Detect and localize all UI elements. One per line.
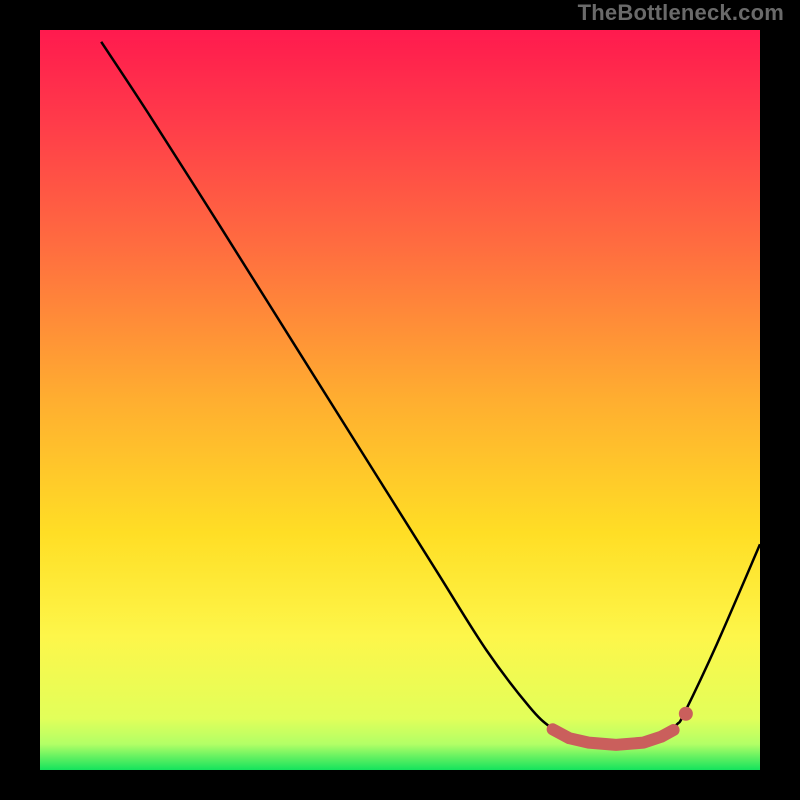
chart-stage: TheBottleneck.com: [0, 0, 800, 800]
watermark-text: TheBottleneck.com: [578, 0, 784, 26]
plot-gradient-rect: [40, 30, 760, 770]
bottleneck-chart-svg: [0, 0, 800, 800]
optimal-point-marker: [679, 707, 693, 721]
